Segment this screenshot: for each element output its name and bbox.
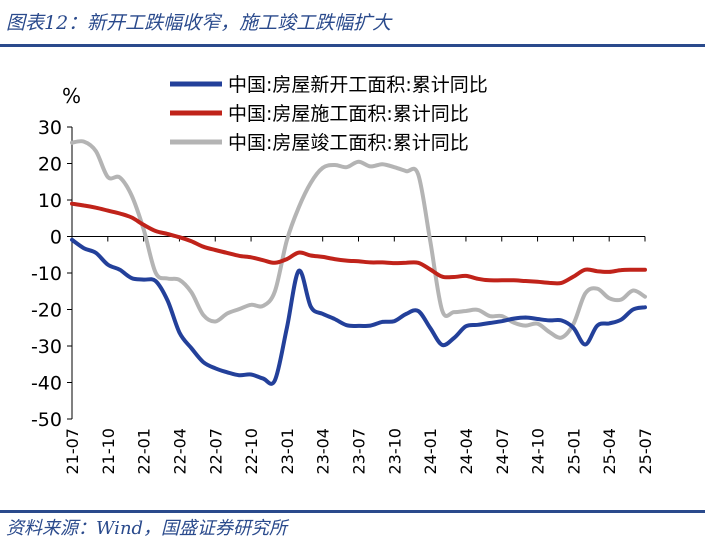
source-note: 资料来源：Wind，国盛证券研究所 (6, 518, 288, 539)
x-tick-label: 24-04 (457, 428, 476, 475)
top-rule (0, 44, 705, 47)
y-tick-label: -10 (31, 263, 62, 285)
chart-series (70, 139, 647, 386)
x-tick-label: 25-07 (636, 428, 655, 475)
y-tick-label: -30 (31, 336, 62, 358)
series-line-1 (70, 237, 647, 386)
legend-label-3: 中国:房屋竣工面积:累计同比 (228, 132, 469, 154)
x-tick-label: 25-04 (600, 428, 619, 475)
legend-label-2: 中国:房屋施工面积:累计同比 (228, 103, 469, 125)
legend-label-1: 中国:房屋新开工面积:累计同比 (228, 74, 488, 96)
series-line-3 (70, 139, 647, 340)
y-tick-label: 20 (38, 154, 62, 176)
y-axis-unit: % (62, 84, 81, 108)
x-tick-label: 21-10 (99, 428, 118, 475)
x-tick-label: 22-07 (206, 428, 225, 475)
x-tick-label: 24-07 (493, 428, 512, 475)
x-tick-label: 23-07 (350, 428, 369, 475)
x-tick-label: 24-10 (529, 428, 548, 475)
y-tick-label: 10 (38, 190, 62, 212)
x-tick-label: 22-10 (242, 428, 261, 475)
y-tick-label: -50 (31, 409, 62, 431)
y-tick-label: 0 (50, 227, 62, 249)
y-tick-label: -20 (31, 300, 62, 322)
x-tick-label: 24-01 (421, 428, 440, 475)
x-tick-label: 22-01 (135, 428, 154, 475)
x-tick-label: 22-04 (170, 428, 189, 475)
y-tick-label: 30 (38, 117, 62, 139)
x-tick-label: 25-01 (564, 428, 583, 475)
x-tick-label: 23-01 (278, 428, 297, 475)
x-tick-label: 21-07 (63, 428, 82, 475)
figure-title: 图表12：新开工跌幅收窄，施工竣工跌幅扩大 (6, 12, 392, 34)
x-tick-label: 23-04 (314, 428, 333, 475)
series-line-2 (70, 201, 647, 286)
chart-legend: 中国:房屋新开工面积:累计同比中国:房屋施工面积:累计同比中国:房屋竣工面积:累… (170, 74, 488, 154)
bottom-rule (0, 510, 705, 513)
x-tick-label: 23-10 (385, 428, 404, 475)
y-tick-label: -40 (31, 373, 62, 395)
chart-axes: 30 20 10 0 -10 -20 -30 -40 -50% 21-07 21-10 22-01 22… (31, 84, 655, 475)
